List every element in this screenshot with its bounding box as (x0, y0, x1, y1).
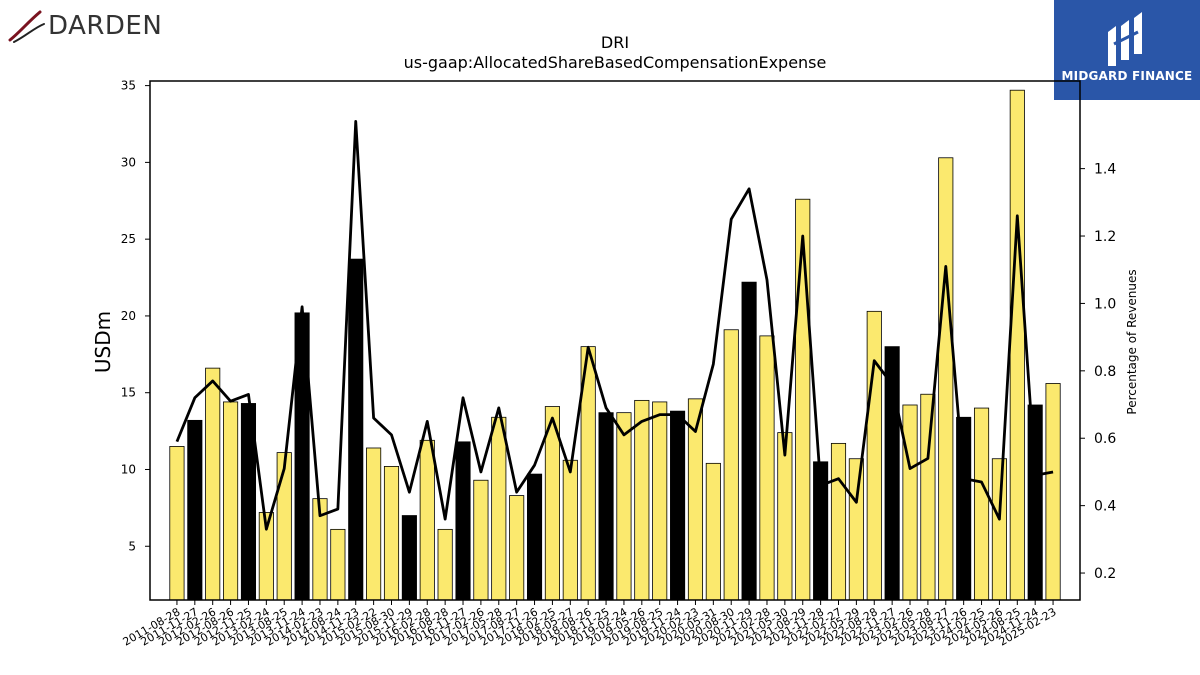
bar (705, 462, 721, 601)
bar (437, 528, 453, 601)
bar (223, 401, 239, 601)
bar (366, 447, 382, 601)
chart-title: DRI (601, 33, 629, 52)
y-tick-label: 25 (121, 232, 136, 246)
darden-logo: DARDEN (6, 6, 162, 46)
bar (670, 410, 686, 601)
y2-axis-label: Percentage of Revenues (1125, 269, 1139, 414)
bar (759, 335, 775, 601)
bar (920, 393, 936, 601)
bar (169, 446, 185, 601)
darden-wordmark: DARDEN (48, 11, 163, 41)
plot-frame (149, 80, 1081, 601)
ratio-line (175, 120, 1054, 531)
bar (526, 473, 543, 601)
y-tick-label: 35 (121, 79, 136, 93)
bar (652, 401, 668, 601)
bar (419, 439, 435, 601)
bar (383, 466, 400, 601)
line-layer (175, 120, 1054, 531)
y2-tick-label: 0.4 (1094, 499, 1116, 515)
y2-tick-label: 0.6 (1094, 431, 1116, 447)
bar-layer (169, 89, 1061, 601)
bar (1027, 404, 1043, 601)
y2-tick-label: 0.8 (1094, 364, 1116, 380)
bar (562, 459, 578, 601)
bar (616, 412, 632, 601)
y2-tick-label: 1.2 (1094, 229, 1116, 245)
y2-tick-label: 0.2 (1094, 566, 1116, 582)
bar (991, 458, 1007, 601)
bar (956, 416, 972, 601)
bar (795, 198, 811, 601)
bar (187, 419, 203, 601)
bar (205, 367, 221, 601)
bar (634, 399, 650, 601)
bar (777, 432, 793, 601)
y-tick-label: 20 (121, 309, 136, 323)
bar (455, 441, 471, 601)
midgard-glyph-icon (1108, 12, 1142, 66)
y-axis-label: USDm (91, 311, 115, 373)
y2-tick-label: 1.0 (1094, 296, 1116, 312)
bar (848, 458, 864, 601)
midgard-finance-logo: MIDGARD FINANCE (1054, 0, 1200, 100)
bar (741, 281, 757, 601)
chart-subtitle: us-gaap:AllocatedShareBasedCompensationE… (404, 53, 827, 72)
bar (473, 479, 489, 601)
y2-tick-label: 1.4 (1094, 162, 1116, 178)
bar (938, 157, 954, 601)
bar (330, 528, 346, 601)
bar (1009, 89, 1025, 601)
bar (723, 329, 739, 601)
bar (348, 258, 364, 601)
bar (491, 416, 507, 601)
y-tick-label: 10 (121, 462, 136, 476)
bar (401, 515, 417, 601)
y-tick-label: 5 (128, 539, 136, 553)
y-tick-label: 30 (121, 155, 136, 169)
bar (902, 404, 918, 601)
bar (830, 442, 847, 601)
darden-swoosh-icon (8, 10, 45, 43)
bar (866, 310, 882, 601)
midgard-wordmark: MIDGARD FINANCE (1061, 69, 1193, 83)
bar (276, 452, 292, 601)
bar (1045, 383, 1061, 601)
bar (598, 412, 614, 601)
bar (509, 495, 525, 601)
bar (973, 407, 990, 601)
y-tick-label: 15 (121, 386, 136, 400)
